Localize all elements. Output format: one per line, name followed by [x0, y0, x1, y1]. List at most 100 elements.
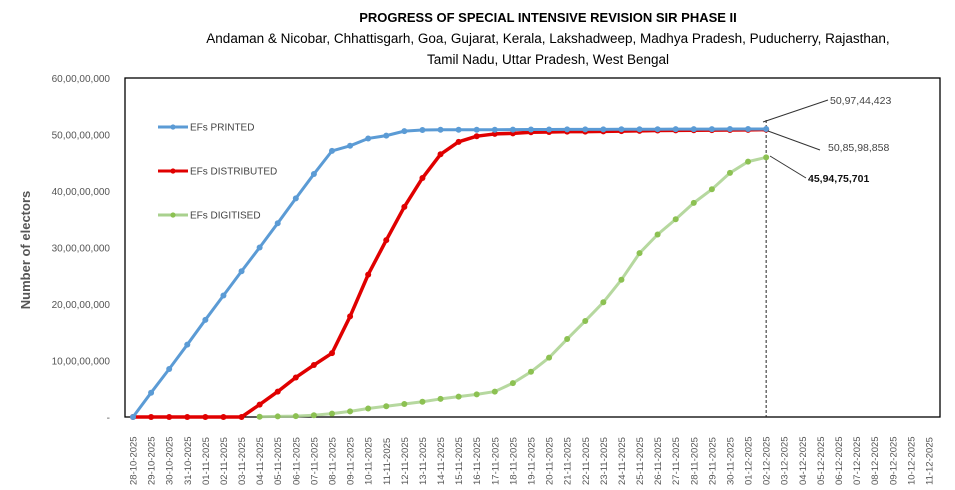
legend-marker: [170, 168, 176, 174]
data-point: [274, 220, 281, 227]
data-point: [310, 171, 317, 178]
data-point: [473, 126, 480, 133]
x-tick-label: 01-11-2025: [201, 437, 212, 485]
data-point: [726, 169, 733, 176]
data-point: [238, 414, 245, 420]
data-point: [220, 292, 227, 299]
data-point: [419, 126, 426, 133]
data-point: [256, 413, 263, 420]
x-tick-label: 10-12-2025: [906, 436, 917, 485]
x-tick-label: 05-11-2025: [273, 437, 284, 485]
y-tick-label: 10,00,00,000: [52, 357, 111, 368]
y-tick-label: 30,00,00,000: [52, 244, 111, 255]
data-point: [401, 203, 408, 210]
annotation-leader-line: [767, 130, 821, 151]
data-point: [763, 125, 770, 132]
data-point: [455, 126, 462, 133]
x-tick-label: 11-11-2025: [382, 438, 393, 485]
data-point: [292, 374, 299, 381]
data-point: [310, 412, 317, 419]
data-point: [148, 414, 155, 420]
data-point: [437, 126, 444, 133]
data-point: [564, 126, 571, 133]
data-point: [636, 126, 643, 133]
x-tick-label: 08-12-2025: [870, 436, 881, 485]
x-tick-label: 02-12-2025: [762, 436, 773, 485]
data-point: [509, 126, 516, 133]
x-tick-label: 16-11-2025: [472, 437, 483, 485]
annotation-label: 50,97,44,423: [830, 95, 891, 107]
x-tick-label: 28-10-2025: [129, 436, 140, 485]
data-point: [618, 276, 625, 283]
data-point: [328, 350, 335, 357]
data-point: [491, 126, 498, 133]
data-point: [527, 368, 534, 375]
data-point: [274, 413, 281, 420]
data-point: [202, 316, 209, 323]
annotation-label: 45,94,75,701: [808, 173, 869, 185]
data-point: [310, 362, 317, 369]
x-tick-label: 13-11-2025: [418, 437, 429, 485]
data-point: [437, 151, 444, 158]
data-point: [166, 365, 173, 372]
legend-marker: [170, 124, 176, 130]
data-point: [672, 126, 679, 133]
data-point: [763, 154, 770, 161]
data-point: [383, 237, 390, 244]
data-point: [130, 414, 136, 420]
data-point: [274, 388, 281, 395]
x-tick-label: 21-11-2025: [563, 437, 574, 485]
data-point: [256, 244, 263, 251]
x-tick-label: 04-11-2025: [255, 437, 266, 485]
data-point: [202, 414, 209, 420]
data-point: [690, 199, 697, 206]
annotation-leader-line: [769, 155, 807, 179]
data-point: [564, 336, 571, 343]
data-point: [654, 231, 661, 238]
x-tick-label: 17-11-2025: [490, 437, 501, 485]
data-point: [473, 133, 480, 140]
series-line-0: [131, 127, 767, 418]
x-tick-label: 10-11-2025: [364, 437, 375, 485]
x-tick-label: 27-11-2025: [671, 437, 682, 485]
x-tick-label: 31-10-2025: [183, 436, 194, 485]
data-point: [726, 126, 733, 133]
data-point: [238, 268, 245, 275]
x-tick-label: 08-11-2025: [327, 437, 338, 485]
data-point: [600, 299, 607, 306]
y-tick-label: 40,00,00,000: [52, 187, 111, 198]
data-point: [419, 398, 426, 405]
data-point: [220, 414, 227, 420]
chart-title: PROGRESS OF SPECIAL INTENSIVE REVISION S…: [359, 10, 737, 25]
data-point: [672, 216, 679, 223]
x-tick-label: 09-11-2025: [346, 437, 357, 485]
data-point: [708, 126, 715, 133]
y-axis-label: Number of electors: [18, 191, 33, 309]
x-tick-label: 03-11-2025: [237, 437, 248, 485]
x-tick-label: 30-11-2025: [725, 437, 736, 485]
y-tick-label: 50,00,00,000: [52, 131, 111, 142]
data-point: [636, 250, 643, 257]
data-point: [546, 354, 553, 361]
x-tick-label: 05-12-2025: [816, 436, 827, 485]
data-point: [256, 401, 263, 408]
data-point: [148, 389, 155, 396]
x-tick-label: 06-12-2025: [834, 436, 845, 485]
data-point: [582, 126, 589, 133]
x-tick-label: 14-11-2025: [436, 437, 447, 485]
data-point: [184, 341, 191, 348]
data-point: [401, 128, 408, 135]
y-tick-label: 60,00,00,000: [52, 74, 111, 85]
x-tick-label: 24-11-2025: [617, 437, 628, 485]
data-point: [365, 271, 372, 278]
data-point: [347, 408, 354, 415]
data-point: [401, 401, 408, 408]
chart-subtitle-line-1: Andaman & Nicobar, Chhattisgarh, Goa, Gu…: [206, 31, 889, 46]
x-tick-label: 02-11-2025: [219, 437, 230, 485]
x-tick-label: 04-12-2025: [798, 436, 809, 485]
x-tick-label: 26-11-2025: [653, 437, 664, 485]
chart-subtitle-line-2: Tamil Nadu, Uttar Pradesh, West Bengal: [427, 52, 669, 67]
data-point: [455, 393, 462, 400]
data-point: [365, 135, 372, 142]
